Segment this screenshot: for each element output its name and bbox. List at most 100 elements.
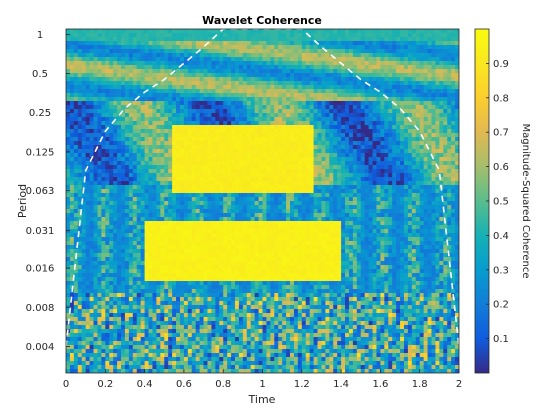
heatmap-cell (274, 177, 279, 182)
heatmap-cell (407, 217, 413, 222)
heatmap-cell (172, 33, 177, 38)
heatmap-cell (455, 149, 459, 154)
heatmap-cell (368, 97, 374, 102)
heatmap-cell (128, 137, 134, 142)
heatmap-cell (380, 153, 385, 158)
heatmap-cell (270, 153, 275, 158)
heatmap-cell (187, 169, 193, 174)
heatmap-cell (101, 37, 106, 42)
heatmap-cell (231, 165, 236, 170)
heatmap-cell (325, 221, 330, 226)
heatmap-cell (207, 37, 213, 42)
heatmap-cell (348, 101, 354, 106)
heatmap-cell (117, 93, 122, 98)
heatmap-cell (223, 185, 228, 190)
heatmap-cell (199, 105, 205, 110)
heatmap-cell (262, 185, 268, 190)
heatmap-cell (164, 149, 169, 154)
heatmap-cell (187, 217, 193, 222)
heatmap-cell (297, 225, 303, 230)
heatmap-cell (376, 205, 381, 210)
heatmap-cell (101, 177, 106, 182)
heatmap-cell (411, 33, 417, 38)
heatmap-cell (403, 145, 409, 150)
heatmap-cell (227, 173, 232, 178)
heatmap-cell (439, 57, 444, 62)
heatmap-cell (77, 113, 83, 118)
heatmap-cell (211, 153, 216, 158)
heatmap-cell (415, 77, 421, 82)
heatmap-cell (179, 153, 185, 158)
heatmap-cell (286, 201, 291, 206)
heatmap-cell (113, 133, 118, 138)
heatmap-cell (356, 157, 362, 162)
heatmap-cell (164, 113, 169, 118)
heatmap-cell (427, 61, 433, 66)
heatmap-cell (207, 85, 213, 90)
heatmap-cell (160, 69, 165, 74)
heatmap-cell (313, 89, 319, 94)
heatmap-cell (144, 177, 150, 182)
heatmap-cell (144, 133, 150, 138)
heatmap-cell (400, 29, 405, 34)
heatmap-cell (352, 41, 358, 46)
heatmap-cell (211, 93, 216, 98)
heatmap-cell (435, 125, 440, 130)
heatmap-cell (66, 121, 71, 126)
heatmap-cell (203, 189, 209, 194)
heatmap-cell (337, 209, 342, 214)
heatmap-cell (368, 209, 374, 214)
heatmap-cell (376, 41, 381, 46)
heatmap-cell (435, 101, 440, 106)
heatmap-cell (388, 181, 393, 186)
heatmap-cell (266, 85, 271, 90)
heatmap-cell (148, 41, 154, 46)
heatmap-cell (144, 213, 150, 218)
heatmap-cell (419, 29, 425, 34)
heatmap-cell (191, 121, 197, 126)
heatmap-cell (439, 37, 444, 42)
heatmap-cell (215, 209, 220, 214)
heatmap-cell (77, 133, 83, 138)
heatmap-cell (368, 73, 374, 78)
heatmap-cell (148, 161, 154, 166)
heatmap-cell (262, 37, 268, 42)
heatmap-cell (254, 133, 260, 138)
heatmap-cell (274, 33, 279, 38)
heatmap-cell (388, 89, 393, 94)
heatmap-cell (321, 81, 326, 86)
heatmap-cell (234, 145, 240, 150)
heatmap-cell (191, 225, 197, 230)
heatmap-cell (447, 89, 452, 94)
heatmap-cell (435, 61, 440, 66)
heatmap-cell (419, 61, 425, 66)
heatmap-cell (356, 105, 362, 110)
heatmap-cell (203, 141, 209, 146)
heatmap-cell (66, 81, 71, 86)
heatmap-cell (313, 81, 319, 86)
heatmap-cell (113, 57, 118, 62)
heatmap-cell (447, 29, 452, 34)
heatmap-cell (372, 41, 378, 46)
heatmap-cell (266, 125, 271, 130)
heatmap-cell (66, 141, 71, 146)
heatmap-cell (136, 49, 142, 54)
heatmap-cell (246, 165, 252, 170)
heatmap-cell (81, 193, 87, 198)
heatmap-cell (396, 89, 401, 94)
heatmap-cell (301, 81, 307, 86)
heatmap-cell (305, 109, 311, 114)
heatmap-cell (301, 185, 307, 190)
heatmap-cell (423, 65, 429, 70)
heatmap-cell (348, 209, 354, 214)
heatmap-cell (250, 85, 256, 90)
heatmap-cell (380, 97, 385, 102)
heatmap-cell (305, 49, 311, 54)
heatmap-cell (81, 117, 87, 122)
heatmap-cell (195, 45, 201, 50)
heatmap-cell (164, 169, 169, 174)
heatmap-cell (407, 37, 413, 42)
heatmap-cell (321, 73, 326, 78)
heatmap-cell (199, 169, 205, 174)
heatmap-cell (195, 65, 201, 70)
